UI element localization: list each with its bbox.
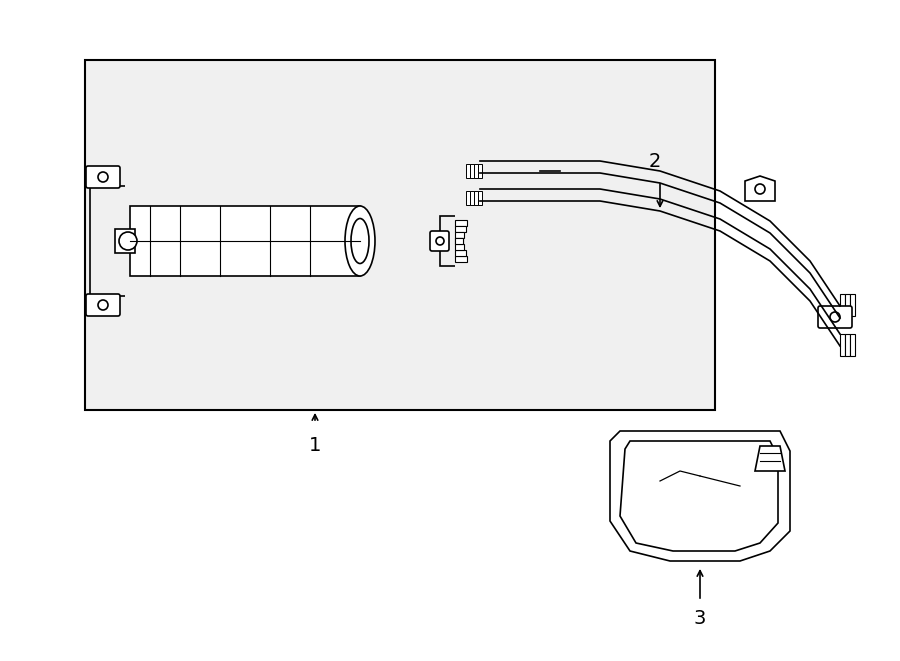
Circle shape	[755, 184, 765, 194]
Bar	[466, 191, 470, 205]
Bar	[478, 164, 482, 178]
Bar	[455, 256, 467, 262]
Bar	[850, 334, 855, 356]
Bar	[455, 244, 464, 250]
FancyBboxPatch shape	[86, 166, 120, 188]
Polygon shape	[755, 446, 785, 471]
Bar	[455, 238, 463, 244]
Bar	[474, 191, 478, 205]
Bar	[130, 206, 360, 276]
Bar	[115, 229, 135, 253]
Text: 2: 2	[649, 152, 662, 171]
Bar	[840, 334, 845, 356]
Bar	[850, 294, 855, 316]
FancyBboxPatch shape	[818, 306, 852, 328]
Ellipse shape	[351, 219, 369, 264]
FancyBboxPatch shape	[86, 294, 120, 316]
Bar	[455, 238, 463, 244]
Text: 3: 3	[694, 609, 706, 628]
Bar	[455, 226, 465, 232]
Bar	[470, 164, 474, 178]
Ellipse shape	[345, 206, 375, 276]
Bar	[840, 294, 845, 316]
Circle shape	[830, 312, 840, 322]
Bar	[85, 60, 715, 410]
Polygon shape	[745, 176, 775, 201]
Polygon shape	[610, 431, 790, 561]
Bar	[466, 164, 470, 178]
Circle shape	[98, 300, 108, 310]
Bar	[470, 191, 474, 205]
Bar	[845, 334, 850, 356]
FancyBboxPatch shape	[430, 231, 449, 251]
Bar	[845, 294, 850, 316]
Bar	[455, 250, 465, 256]
Bar	[478, 191, 482, 205]
Text: 1: 1	[309, 436, 321, 455]
Bar	[455, 220, 467, 226]
Circle shape	[98, 172, 108, 182]
Bar	[455, 232, 464, 238]
Bar	[474, 164, 478, 178]
Circle shape	[119, 232, 137, 250]
Circle shape	[436, 237, 444, 245]
